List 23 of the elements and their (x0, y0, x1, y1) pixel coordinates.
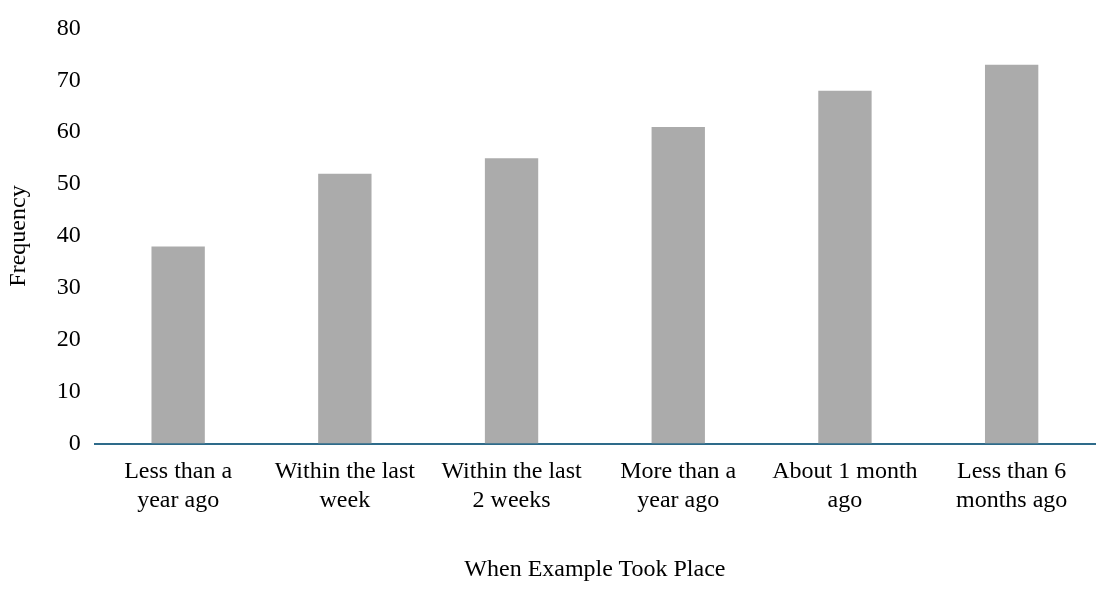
y-tick-label: 40 (56, 221, 81, 248)
y-tick-label: 30 (56, 273, 81, 300)
x-tick-label: Within the last week (274, 457, 416, 513)
y-axis-title: Frequency (3, 185, 30, 287)
y-tick-label: 0 (68, 428, 81, 455)
bar (484, 158, 539, 444)
x-tick-label: Within the last 2 weeks (441, 457, 583, 513)
x-tick-label: About 1 month ago (772, 457, 918, 513)
y-tick-label: 60 (56, 117, 81, 144)
bar (651, 127, 705, 444)
x-tick-label: Less than 6 months ago (955, 457, 1068, 513)
x-axis-title: When Example Took Place (464, 554, 726, 581)
y-tick-label: 70 (56, 65, 81, 92)
y-tick-label: 10 (56, 377, 81, 403)
bar (984, 64, 1039, 444)
y-tick-label: 80 (56, 13, 81, 40)
bar (818, 90, 872, 444)
bar (151, 246, 205, 444)
x-tick-label: More than a year ago (620, 457, 737, 513)
bar (318, 173, 372, 444)
y-tick-label: 20 (56, 325, 81, 352)
y-tick-label: 50 (56, 169, 81, 196)
x-tick-label: Less than a year ago (124, 457, 233, 513)
